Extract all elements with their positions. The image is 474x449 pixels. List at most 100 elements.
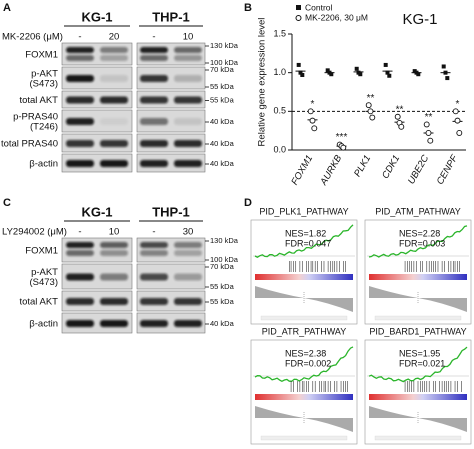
band — [100, 47, 128, 53]
band — [100, 75, 128, 82]
band — [174, 320, 202, 327]
band — [100, 242, 128, 248]
nes: NES=2.28 — [399, 228, 440, 238]
blot-strip — [136, 312, 206, 334]
cell-line: KG-1 — [81, 9, 112, 24]
plot-title: PID_PLK1_PATHWAY — [259, 206, 348, 216]
point — [383, 62, 388, 67]
x-tick-label: CENPF — [435, 152, 461, 186]
point — [365, 102, 372, 109]
x-tick-label: FOXM1 — [289, 153, 315, 187]
fdr: FDR=0.002 — [285, 358, 331, 368]
point — [325, 68, 330, 73]
point — [416, 72, 421, 77]
blot-strip — [136, 133, 206, 153]
legend-strip — [374, 315, 462, 321]
point — [425, 130, 432, 136]
band — [66, 118, 94, 125]
ranked-metric — [255, 406, 353, 432]
dose: 20 — [109, 32, 120, 43]
band — [100, 273, 128, 281]
panel-letter: C — [3, 197, 11, 209]
es-curve — [254, 224, 354, 258]
band — [174, 118, 202, 125]
blot-strip — [136, 66, 206, 90]
legend-square — [296, 5, 301, 10]
significance: ** — [425, 112, 433, 123]
band — [66, 298, 94, 305]
protein-label: p-AKT — [31, 267, 58, 278]
size-marker: 70 kDa — [210, 65, 235, 74]
legend-strip — [374, 435, 462, 441]
band — [140, 96, 168, 104]
protein-label: (S473) — [29, 277, 58, 288]
cell-line: KG-1 — [81, 204, 112, 219]
point — [298, 70, 303, 75]
x-tick-label: UBE2C — [406, 153, 431, 186]
legend-strip — [260, 435, 348, 441]
nes: NES=1.82 — [285, 228, 326, 238]
protein-label: FOXM1 — [25, 50, 58, 61]
point — [367, 108, 374, 115]
blot-strip — [61, 290, 133, 312]
point — [385, 70, 390, 75]
band — [140, 47, 168, 53]
point — [329, 72, 334, 77]
y-tick-label: 0.0 — [273, 144, 286, 154]
ranked-metric — [369, 286, 467, 312]
band — [174, 140, 202, 147]
size-marker: 70 kDa — [210, 262, 235, 271]
dose: 10 — [183, 32, 194, 43]
dose: - — [78, 227, 81, 238]
panel-letter: D — [244, 197, 252, 209]
plot-title: PID_ATM_PATHWAY — [375, 206, 461, 216]
band — [174, 273, 202, 281]
point — [452, 108, 459, 115]
y-tick-label: 1.0 — [273, 67, 286, 77]
band — [100, 55, 128, 61]
point — [394, 113, 401, 120]
band — [174, 298, 202, 305]
legend-circle — [295, 15, 302, 21]
point — [358, 72, 363, 77]
fdr: FDR=0.003 — [399, 238, 445, 248]
point — [354, 66, 359, 71]
x-tick-label: PLK1 — [352, 153, 373, 179]
blot-strip — [61, 42, 133, 66]
band — [66, 96, 94, 104]
blot-strip — [61, 133, 133, 153]
band — [66, 140, 94, 147]
band — [140, 140, 168, 147]
ranked-metric — [369, 406, 467, 432]
band — [66, 273, 94, 281]
chart-title: KG-1 — [402, 11, 437, 28]
band — [140, 273, 168, 281]
size-marker: 100 kDa — [210, 58, 239, 67]
protein-label: p-AKT — [31, 69, 58, 80]
band — [66, 55, 94, 61]
size-marker: 55 kDa — [210, 95, 235, 104]
plot-title: PID_ATR_PATHWAY — [262, 326, 347, 336]
size-marker: 55 kDa — [210, 282, 235, 291]
band — [174, 160, 202, 167]
x-tick-label: CDK1 — [380, 153, 402, 180]
band — [66, 160, 94, 167]
protein-label: total PRAS40 — [1, 139, 58, 150]
band — [100, 320, 128, 327]
significance: ** — [396, 104, 404, 115]
legend-label: MK-2206, 30 μM — [305, 12, 368, 22]
protein-label: β-actin — [29, 159, 58, 170]
point — [296, 62, 301, 67]
point — [311, 125, 318, 132]
band — [100, 96, 128, 104]
legend-label: Control — [305, 2, 333, 12]
blot-strip — [136, 42, 206, 66]
protein-label: (S473) — [29, 79, 58, 90]
band — [66, 47, 94, 53]
blot-strip — [136, 109, 206, 133]
size-marker: 130 kDa — [210, 41, 239, 50]
treatment: MK-2206 (μM) — [2, 32, 63, 43]
point — [369, 114, 376, 121]
band — [140, 242, 168, 248]
